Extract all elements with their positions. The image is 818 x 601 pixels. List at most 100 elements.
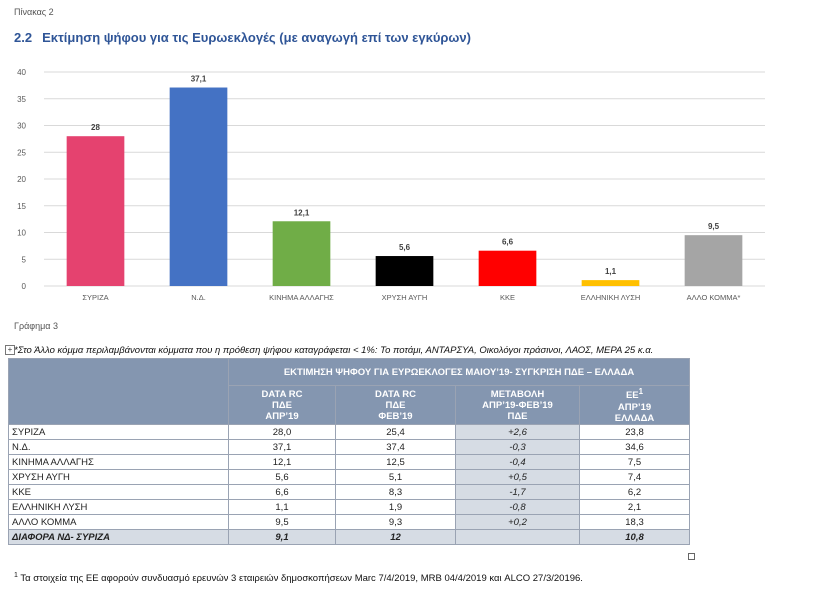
ee-value-cell: 2,1 [578,499,691,515]
col-header-feb: DATA RC ΠΔΕ ΦΕΒ’19 [335,385,456,425]
apr-value-cell: 28,0 [228,424,336,440]
table-row: Ν.Δ. 37,1 37,4 -0,3 34,6 [8,439,691,455]
x-category-label: ΧΡΥΣΗ ΑΥΓΗ [382,293,428,302]
chart-x-axis: ΣΥΡΙΖΑ Ν.Δ. ΚΙΝΗΜΑ ΑΛΛΑΓΗΣ ΧΡΥΣΗ ΑΥΓΗ ΚΚΕ ΕΛΛ… [82,293,740,302]
col-header-change: ΜΕΤΑΒΟΛΗ ΑΠΡ’19-ΦΕΒ’19 ΠΔΕ [455,385,580,425]
change-value-cell: -1,7 [455,484,580,500]
bar-value-label: 6,6 [502,238,514,247]
apr-value-cell: 1,1 [228,499,336,515]
ee-value-cell: 23,8 [578,424,691,440]
bar-value-label: 1,1 [605,267,617,276]
feb-value-cell: 25,4 [335,424,456,440]
x-category-label: ΣΥΡΙΖΑ [82,293,108,302]
feb-value-cell: 9,3 [335,514,456,530]
col-header-ee: ΕΕ1 ΑΠΡ’19 ΕΛΛΑΔΑ [578,385,691,425]
bar [478,250,537,286]
y-tick-label: 10 [17,229,26,238]
change-value-cell: +0,5 [455,469,580,485]
chart-data-labels: 28 37,1 12,1 5,6 6,6 1,1 9,5 [91,75,720,277]
feb-value-cell: 1,9 [335,499,456,515]
total-change-cell [455,529,580,545]
total-label-cell: ΔΙΑΦΟΡΑ ΝΔ- ΣΥΡΙΖΑ [8,529,229,545]
ee-value-cell: 7,4 [578,469,691,485]
bar [272,221,331,286]
x-category-label: Ν.Δ. [191,293,206,302]
y-tick-label: 15 [17,202,26,211]
graph-label: Γράφημα 3 [14,321,59,331]
ee-value-cell: 34,6 [578,439,691,455]
col-header-apr: DATA RC ΠΔΕ ΑΠΡ’19 [228,385,336,425]
feb-value-cell: 12,5 [335,454,456,470]
x-category-label: ΑΛΛΟ ΚΟΜΜΑ* [687,293,741,302]
ee-value-cell: 18,3 [578,514,691,530]
table-corner-header [8,358,229,425]
change-value-cell: +0,2 [455,514,580,530]
chart-gridlines [44,71,765,287]
apr-value-cell: 9,5 [228,514,336,530]
apr-value-cell: 12,1 [228,454,336,470]
ee-value-cell: 6,2 [578,484,691,500]
x-category-label: ΚΚΕ [500,293,515,302]
comparison-table: ΕΚΤΙΜΗΣΗ ΨΗΦΟΥ ΓΙΑ ΕΥΡΩΕΚΛΟΓΕΣ ΜΑΙΟΥ’19-… [8,358,691,545]
bar-value-label: 12,1 [294,208,310,217]
ee-source-footnote: 1 Τα στοιχεία της ΕΕ αφορούν συνδυασμό ε… [14,572,583,585]
chart-bars [66,87,743,286]
party-name-cell: ΕΛΛΗΝΙΚΗ ΛΥΣΗ [8,499,229,515]
bar [169,87,228,286]
section-title-text: Εκτίμηση ψήφου για τις Ευρωεκλογές (με α… [42,30,471,45]
chart-y-axis: 0 5 10 15 20 25 30 35 40 [17,68,26,291]
table-row: ΣΥΡΙΖΑ 28,0 25,4 +2,6 23,8 [8,424,691,440]
party-name-cell: Ν.Δ. [8,439,229,455]
total-apr-cell: 9,1 [228,529,336,545]
bar-value-label: 9,5 [708,222,720,231]
change-value-cell: -0,4 [455,454,580,470]
table-label: Πίνακας 2 [14,7,54,17]
table-row: ΚΙΝΗΜΑ ΑΛΛΑΓΗΣ 12,1 12,5 -0,4 7,5 [8,454,691,470]
ee-value-cell: 7,5 [578,454,691,470]
other-party-footnote: *Στο Άλλο κόμμα περιλαμβάνονται κόμματα … [14,345,654,356]
y-tick-label: 5 [22,255,27,264]
x-category-label: ΚΙΝΗΜΑ ΑΛΛΑΓΗΣ [269,293,334,302]
table-main-header: ΕΚΤΙΜΗΣΗ ΨΗΦΟΥ ΓΙΑ ΕΥΡΩΕΚΛΟΓΕΣ ΜΑΙΟΥ’19-… [227,358,691,386]
y-tick-label: 25 [17,148,26,157]
y-tick-label: 20 [17,175,26,184]
table-row: ΑΛΛΟ ΚΟΜΜΑ 9,5 9,3 +0,2 18,3 [8,514,691,530]
y-tick-label: 30 [17,122,26,131]
feb-value-cell: 5,1 [335,469,456,485]
table-row: ΚΚΕ 6,6 8,3 -1,7 6,2 [8,484,691,500]
party-name-cell: ΚΚΕ [8,484,229,500]
bar [66,136,125,286]
y-tick-label: 35 [17,95,26,104]
bar [375,256,434,286]
table-row: ΕΛΛΗΝΙΚΗ ΛΥΣΗ 1,1 1,9 -0,8 2,1 [8,499,691,515]
apr-value-cell: 5,6 [228,469,336,485]
bar-value-label: 37,1 [191,75,207,84]
change-value-cell: -0,3 [455,439,580,455]
apr-value-cell: 37,1 [228,439,336,455]
party-name-cell: ΧΡΥΣΗ ΑΥΓΗ [8,469,229,485]
total-feb-cell: 12 [335,529,456,545]
change-value-cell: -0,8 [455,499,580,515]
bar [684,235,743,286]
party-name-cell: ΣΥΡΙΖΑ [8,424,229,440]
party-name-cell: ΑΛΛΟ ΚΟΜΜΑ [8,514,229,530]
x-category-label: ΕΛΛΗΝΙΚΗ ΛΥΣΗ [581,293,641,302]
table-row: ΧΡΥΣΗ ΑΥΓΗ 5,6 5,1 +0,5 7,4 [8,469,691,485]
apr-value-cell: 6,6 [228,484,336,500]
bar-value-label: 5,6 [399,243,411,252]
change-value-cell: +2,6 [455,424,580,440]
bar-value-label: 28 [91,123,100,132]
feb-value-cell: 8,3 [335,484,456,500]
section-title: 2.2 Εκτίμηση ψήφου για τις Ευρωεκλογές (μ… [14,30,471,45]
section-number: 2.2 [14,30,33,45]
table-resize-handle[interactable] [688,553,695,560]
y-tick-label: 0 [22,282,27,291]
bar [581,280,640,286]
y-tick-label: 40 [17,68,26,77]
table-anchor-icon[interactable]: + [5,345,15,355]
total-ee-cell: 10,8 [578,529,691,545]
table-total-row: ΔΙΑΦΟΡΑ ΝΔ- ΣΥΡΙΖΑ 9,1 12 10,8 [8,529,691,545]
party-name-cell: ΚΙΝΗΜΑ ΑΛΛΑΓΗΣ [8,454,229,470]
feb-value-cell: 37,4 [335,439,456,455]
